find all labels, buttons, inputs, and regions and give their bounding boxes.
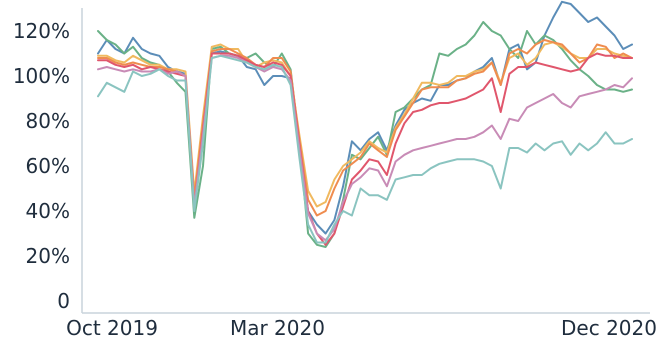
x-tick-label: Oct 2019 <box>66 316 158 338</box>
y-axis-ticks: 0 20% 40% 60% 80% 100% 120% <box>13 19 70 313</box>
series-line-2 <box>97 21 633 248</box>
y-tick-label: 0 <box>57 289 70 313</box>
y-tick-label: 20% <box>26 244 70 268</box>
y-tick-label: 120% <box>13 19 70 43</box>
series-line-7 <box>97 54 633 244</box>
y-tick-label: 80% <box>26 109 70 133</box>
series-line-1 <box>97 0 633 235</box>
axes <box>81 8 650 314</box>
x-tick-label: Dec 2020 <box>561 316 657 338</box>
series-lines <box>97 0 633 248</box>
x-tick-label: Mar 2020 <box>230 316 325 338</box>
y-tick-label: 100% <box>13 64 70 88</box>
chart-title-fragment: (… … … … …) <box>4 0 145 1</box>
x-axis-ticks: Oct 2019 Mar 2020 Dec 2020 <box>66 316 657 338</box>
y-tick-label: 60% <box>26 154 70 178</box>
y-tick-label: 40% <box>26 199 70 223</box>
